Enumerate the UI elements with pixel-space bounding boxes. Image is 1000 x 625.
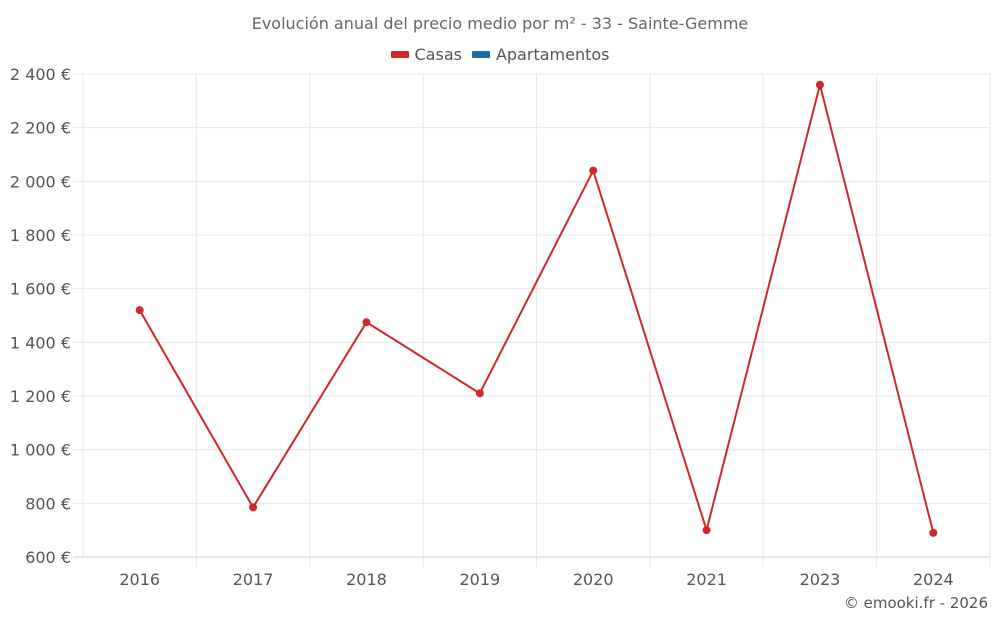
data-point-casas [589,166,598,175]
data-point-casas [475,389,484,398]
x-tick-label: 2019 [459,570,500,589]
x-tick-label: 2021 [686,570,727,589]
chart-title: Evolución anual del precio medio por m² … [251,14,749,33]
y-tick-label: 1 400 € [10,333,71,352]
data-point-casas [702,526,711,535]
x-tick-label: 2018 [346,570,387,589]
y-tick-label: 1 200 € [10,387,71,406]
x-tick-label: 2017 [233,570,274,589]
data-point-casas [929,528,938,537]
data-point-casas [815,80,824,89]
data-point-casas [249,503,258,512]
y-tick-label: 1 800 € [10,226,71,245]
legend-swatch-casas [390,51,409,58]
y-tick-label: 2 200 € [10,119,71,138]
legend-label-casas: Casas [414,45,462,64]
x-tick-label: 2024 [913,570,954,589]
y-tick-label: 1 600 € [10,280,71,299]
y-tick-label: 600 € [25,548,71,567]
legend-swatch-apartamentos [471,51,490,58]
y-tick-label: 2 400 € [10,65,71,84]
legend-item-casas[interactable]: Casas [390,45,462,64]
chart-legend: Casas Apartamentos [0,45,1000,64]
y-tick-label: 1 000 € [10,441,71,460]
series-line-casas [138,84,935,534]
x-tick-label: 2020 [573,570,614,589]
x-tick-label: 2016 [119,570,160,589]
legend-item-apartamentos[interactable]: Apartamentos [471,45,610,64]
y-tick-label: 2 000 € [10,172,71,191]
legend-label-apartamentos: Apartamentos [495,45,610,64]
y-tick-label: 800 € [25,494,71,513]
data-point-casas [362,318,371,327]
x-tick-label: 2023 [800,570,841,589]
credit-text: © emooki.fr - 2026 [843,594,988,612]
data-point-casas [135,306,144,315]
